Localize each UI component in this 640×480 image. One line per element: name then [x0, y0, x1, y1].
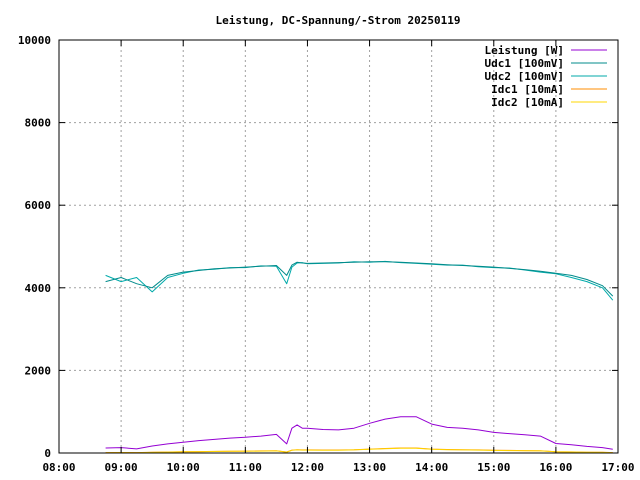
legend-label: Udc1 [100mV] [485, 57, 564, 70]
x-axis: 08:00 09:00 10:00 11:00 12:00 13:00 14:00 15:00… [42, 40, 635, 474]
y-tick-label: 4000 [25, 282, 52, 295]
legend-label: Udc2 [100mV] [485, 70, 564, 83]
series-line-0 [105, 416, 613, 450]
x-tick-label: 08:00 [42, 461, 75, 474]
x-tick-label: 10:00 [167, 461, 200, 474]
grid [59, 40, 618, 453]
legend-label: Leistung [W] [485, 44, 564, 57]
chart-title: Leistung, DC-Spannung/-Strom 20250119 [215, 14, 460, 27]
y-tick-label: 6000 [25, 199, 52, 212]
legend-label: Idc1 [10mA] [491, 83, 564, 96]
x-tick-label: 11:00 [229, 461, 262, 474]
series-line-1 [105, 261, 614, 297]
y-tick-label: 2000 [25, 364, 52, 377]
y-tick-label: 10000 [18, 34, 51, 47]
series-layer [105, 260, 614, 454]
x-tick-label: 17:00 [601, 461, 634, 474]
y-tick-label: 0 [44, 447, 51, 460]
x-tick-label: 12:00 [291, 461, 324, 474]
legend: Leistung [W]Udc1 [100mV]Udc2 [100mV]Idc1… [485, 44, 607, 109]
x-tick-label: 13:00 [353, 461, 386, 474]
legend-label: Idc2 [10mA] [491, 96, 564, 109]
y-axis: 0 2000 4000 6000 8000 10000 [18, 34, 618, 460]
plot-border [58, 39, 619, 454]
x-tick-label: 09:00 [105, 461, 138, 474]
y-tick-label: 8000 [25, 117, 52, 130]
series-line-4 [105, 447, 613, 454]
x-tick-label: 16:00 [539, 461, 572, 474]
x-tick-label: 15:00 [477, 461, 510, 474]
x-tick-label: 14:00 [415, 461, 448, 474]
